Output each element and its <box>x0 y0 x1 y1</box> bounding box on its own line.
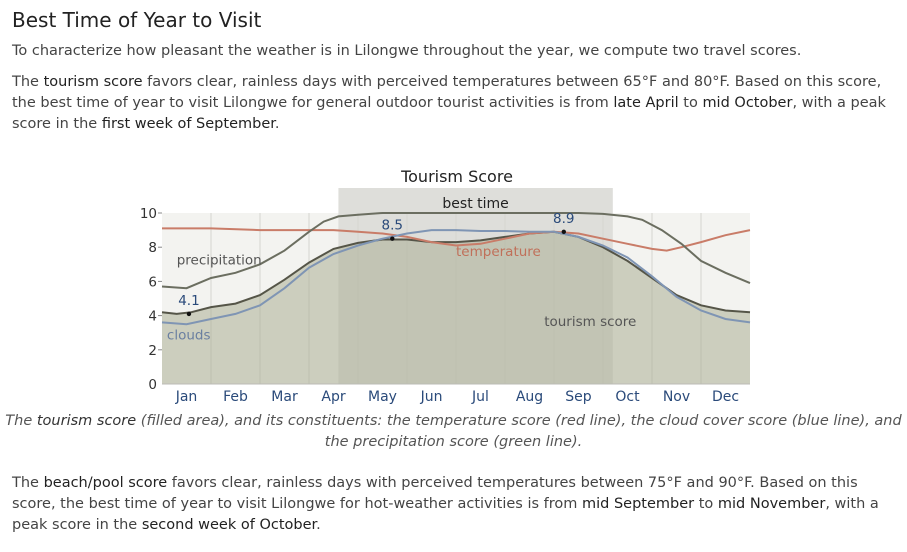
series-label: temperature <box>456 244 541 260</box>
annotation-point <box>561 229 566 235</box>
month-label: Nov <box>663 389 690 405</box>
precipitation-line <box>161 212 751 290</box>
y-tick-label: 8 <box>148 240 157 256</box>
chart-caption: The tourism score (filled area), and its… <box>0 411 907 453</box>
tourism-text-2: favors clear, rainless days with perceiv… <box>12 74 882 111</box>
month-label: Mar <box>271 389 298 405</box>
caption-term: tourism score <box>36 413 137 429</box>
intro-paragraph: To characterize how pleasant the weather… <box>12 43 802 59</box>
y-tick-label: 2 <box>148 343 157 359</box>
month-label: Jun <box>420 389 443 405</box>
month-label: Aug <box>516 389 543 405</box>
tourism-score-area <box>162 231 750 384</box>
beach-text-2: favors clear, rainless days with perceiv… <box>12 475 858 512</box>
month-label: May <box>368 389 397 405</box>
month-label: Jul <box>471 389 489 405</box>
series-label: clouds <box>167 328 211 344</box>
tourism-score-chart: best time 0 2 4 6 8 10 Jan Feb Mar Apr May Jun Jul Aug… <box>140 167 751 405</box>
y-tick-label: 10 <box>140 206 157 222</box>
month-label: Dec <box>712 389 739 405</box>
tourism-text-4: , with a peak score in the <box>12 95 886 132</box>
series-label: tourism score <box>544 314 636 330</box>
beach-text-5: . <box>316 517 321 533</box>
page-title: Best Time of Year to Visit <box>12 8 262 32</box>
best-time-label: best time <box>442 196 508 212</box>
caption-text-2: (filled area), and its constituents: the… <box>136 413 902 450</box>
annotation-label: 8.5 <box>382 218 403 234</box>
annotation-point <box>186 311 192 317</box>
beach-best-start: mid September <box>582 496 695 512</box>
month-label: Jan <box>175 389 198 405</box>
annotation-label: 8.9 <box>553 211 574 227</box>
beach-score-term: beach/pool score <box>43 475 168 491</box>
y-tick-label: 4 <box>148 309 157 325</box>
beach-peak: second week of October <box>141 517 317 533</box>
tourism-text-1: The <box>12 74 44 90</box>
month-label: Feb <box>223 389 248 405</box>
series-label: precipitation <box>177 252 262 268</box>
tourism-score-line <box>161 230 751 315</box>
month-label: Sep <box>565 389 592 405</box>
annotation-label: 4.1 <box>178 293 199 309</box>
beach-text-3: to <box>694 496 718 512</box>
month-label: Oct <box>615 389 640 405</box>
tourism-text-3: to <box>678 95 703 111</box>
temperature-line <box>162 227 751 252</box>
y-tick-label: 0 <box>148 377 157 393</box>
beach-best-end: mid November <box>717 496 826 512</box>
caption-text-1: The <box>5 413 37 429</box>
tourism-best-end: mid October <box>702 95 793 111</box>
tourism-text-5: . <box>274 116 280 132</box>
tourism-best-start: late April <box>613 95 679 111</box>
month-label: Apr <box>321 389 345 405</box>
beach-text-1: The <box>12 475 44 491</box>
tourism-paragraph: The tourism score favors clear, rainless… <box>12 72 897 135</box>
annotation-point <box>390 236 395 241</box>
chart-title: Tourism Score <box>400 167 513 186</box>
tourism-peak: first week of September <box>101 116 275 132</box>
clouds-line <box>161 229 751 326</box>
beach-text-4: , with a peak score in the <box>12 496 879 533</box>
beach-paragraph: The beach/pool score favors clear, rainl… <box>12 473 897 536</box>
y-tick-label: 6 <box>148 274 157 290</box>
tourism-score-term: tourism score <box>43 74 143 90</box>
